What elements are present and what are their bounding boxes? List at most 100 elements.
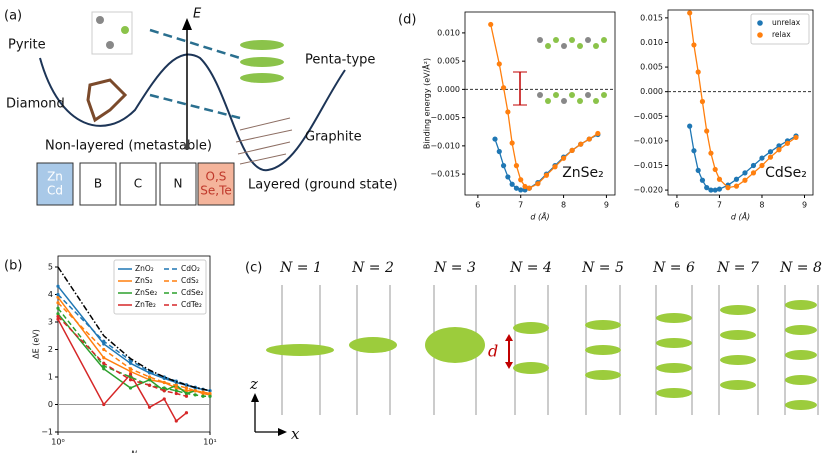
label: Diamond [6, 97, 65, 112]
x-tick-label: 7 [518, 201, 523, 210]
arrow-head [182, 18, 192, 30]
x-tick-label: 9 [604, 201, 609, 210]
atom [106, 41, 114, 49]
point [492, 136, 498, 142]
legend-swatch [757, 32, 763, 38]
point [699, 177, 706, 183]
y-tick-label: −0.010 [633, 136, 663, 145]
point [201, 390, 205, 394]
annotation: ZnSe₂ [562, 165, 604, 181]
y-tick-label: 0.010 [437, 28, 460, 37]
label: Pyrite [8, 38, 46, 53]
point [56, 314, 60, 319]
point [208, 391, 212, 396]
point [725, 185, 731, 191]
point [733, 183, 740, 189]
atom [96, 16, 104, 24]
point [776, 147, 782, 153]
point [184, 386, 189, 390]
point [102, 364, 106, 368]
point [162, 389, 166, 393]
point [496, 148, 502, 155]
point [174, 419, 178, 423]
dash-link [149, 28, 241, 60]
point [759, 155, 765, 161]
point [687, 123, 693, 129]
legend-label: CdS₂ [181, 276, 199, 285]
inset-structure [513, 37, 607, 106]
point [586, 136, 592, 142]
element-box [119, 162, 157, 206]
point [56, 306, 60, 310]
point [128, 378, 133, 382]
atom [545, 98, 551, 104]
panel-label: (d) [398, 13, 416, 28]
point [776, 143, 782, 149]
element-label: Zn [47, 170, 63, 184]
point [128, 369, 133, 374]
n-title: N = 6 [652, 260, 695, 276]
point [174, 391, 178, 396]
element-box [197, 162, 235, 206]
legend-label: CdTe₂ [181, 300, 202, 309]
point [712, 166, 718, 173]
y-tick-label: −0.010 [430, 141, 460, 150]
point [488, 21, 494, 28]
label: Penta-type [305, 53, 375, 68]
point [712, 187, 718, 193]
point [208, 394, 212, 398]
panel-label: (c) [245, 261, 262, 276]
point [759, 162, 765, 169]
penta-structure [240, 40, 284, 83]
y-tick-label: 1 [48, 373, 53, 382]
y-axis-label: Binding energy (eV/Å²) [421, 58, 432, 149]
point [704, 185, 710, 191]
x-axis-label: d (Å) [530, 211, 549, 222]
point [704, 128, 710, 134]
point [102, 339, 106, 343]
element-label: Cd [47, 184, 63, 198]
point [505, 109, 511, 115]
atom [537, 92, 543, 98]
legend-label: CdSe₂ [181, 288, 203, 297]
element-label: B [94, 177, 102, 191]
x-tick-label: 10⁰ [51, 438, 64, 447]
point [518, 177, 524, 183]
x-tick-label: 6 [475, 201, 480, 210]
point [522, 183, 528, 190]
atom [577, 43, 583, 49]
element-box [79, 162, 117, 206]
legend-box [750, 13, 810, 45]
point [496, 61, 502, 67]
x-tick-label: 8 [561, 201, 566, 210]
y-tick-label: 0.005 [437, 57, 460, 66]
point [742, 177, 748, 183]
point [716, 186, 723, 192]
point [128, 367, 133, 371]
point [184, 389, 189, 393]
point [147, 378, 152, 382]
point [56, 317, 60, 321]
atom [569, 37, 575, 43]
y-tick-label: 2 [48, 345, 53, 354]
element-label: O,S [206, 170, 227, 184]
point [708, 150, 714, 156]
panel-c-structures [251, 300, 817, 436]
series-line [57, 307, 210, 398]
chart: −0.020 −0.015 −0.010 −0.005 0.000 0.005 0.010 0… [633, 9, 814, 222]
x-tick-label: 8 [759, 201, 764, 210]
y-tick-label: 4 [48, 290, 53, 299]
plot-frame [667, 9, 814, 196]
atom [593, 98, 599, 104]
plot-frame [464, 11, 616, 196]
point [793, 134, 799, 141]
n-title: N = 4 [509, 260, 552, 276]
point [201, 394, 205, 398]
point [174, 383, 178, 387]
point [691, 42, 697, 48]
element-label: C [134, 177, 142, 191]
series-line [57, 302, 211, 395]
point [687, 10, 693, 16]
